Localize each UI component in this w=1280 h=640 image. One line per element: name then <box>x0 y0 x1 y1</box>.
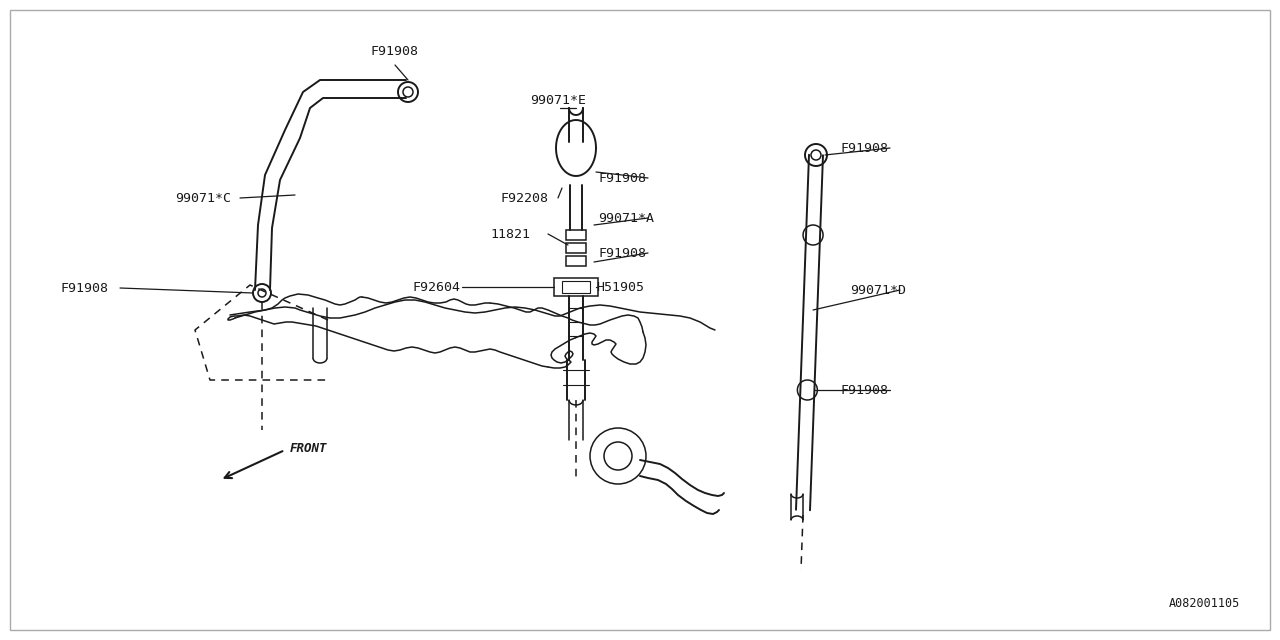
Bar <box>566 243 586 253</box>
Text: 99071*D: 99071*D <box>850 284 906 296</box>
Text: F91908: F91908 <box>60 282 108 294</box>
Text: A082001105: A082001105 <box>1169 597 1240 610</box>
Bar <box>566 230 586 240</box>
Text: H51905: H51905 <box>596 280 644 294</box>
Text: F91908: F91908 <box>598 246 646 259</box>
Text: F92604: F92604 <box>412 280 460 294</box>
Text: F91908: F91908 <box>598 172 646 184</box>
Text: F91908: F91908 <box>371 45 419 58</box>
Text: 99071*E: 99071*E <box>530 93 586 106</box>
Bar <box>562 281 590 293</box>
Text: F91908: F91908 <box>840 141 888 154</box>
Text: 99071*A: 99071*A <box>598 211 654 225</box>
Text: 11821: 11821 <box>490 227 530 241</box>
Text: 99071*C: 99071*C <box>175 191 230 205</box>
Text: F92208: F92208 <box>500 191 548 205</box>
Text: F91908: F91908 <box>840 383 888 397</box>
Bar <box>554 278 598 296</box>
Bar <box>566 256 586 266</box>
Text: FRONT: FRONT <box>291 442 328 454</box>
